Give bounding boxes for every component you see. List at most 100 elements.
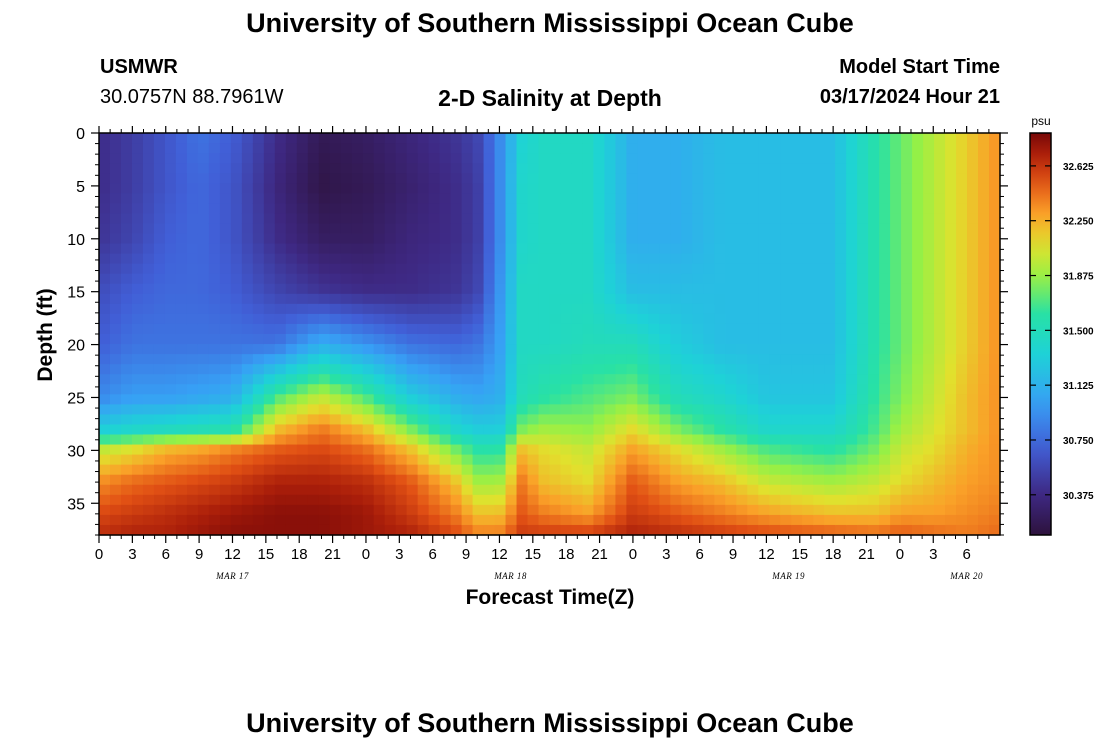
x-tick-label: 15 (258, 546, 275, 563)
heatmap-cell (109, 193, 122, 204)
heatmap-cell (593, 344, 606, 355)
heatmap-cell (516, 454, 529, 466)
heatmap-cell (648, 213, 660, 225)
heatmap-cell (318, 183, 331, 194)
heatmap-cell (153, 404, 166, 415)
heatmap-cell (692, 163, 704, 174)
heatmap-cell (329, 374, 342, 385)
heatmap-cell (252, 404, 265, 415)
heatmap-cell (890, 464, 902, 476)
heatmap-cell (791, 504, 803, 516)
heatmap-cell (538, 454, 551, 466)
heatmap-cell (813, 143, 825, 154)
heatmap-cell (923, 384, 935, 395)
heatmap-cell (582, 374, 595, 385)
heatmap-cell (582, 444, 595, 456)
heatmap-cell (219, 364, 232, 375)
heatmap-cell (659, 153, 671, 164)
heatmap-cell (505, 384, 518, 395)
heatmap-cell (802, 424, 814, 436)
heatmap-cell (241, 263, 254, 275)
heatmap-cell (395, 283, 408, 295)
heatmap-cell (802, 354, 814, 365)
heatmap-cell (99, 143, 111, 154)
x-tick-label: 6 (162, 546, 170, 563)
heatmap-cell (714, 213, 726, 225)
heatmap-cell (758, 293, 770, 305)
x-tick-label: 12 (758, 546, 775, 563)
colorbar-tick-label: 31.125 (1063, 381, 1094, 392)
heatmap-cell (109, 183, 122, 194)
heatmap-cell (945, 394, 957, 405)
heatmap-cell (131, 213, 144, 225)
heatmap-cell (318, 263, 331, 275)
heatmap-cell (186, 454, 199, 466)
heatmap-cell (417, 203, 430, 214)
x-tick-label: 15 (524, 546, 541, 563)
heatmap-cell (362, 424, 375, 436)
heatmap-cell (230, 293, 243, 305)
heatmap-cell (131, 193, 144, 204)
heatmap-cell (109, 524, 122, 536)
heatmap-cell (582, 474, 595, 486)
heatmap-cell (472, 364, 485, 375)
heatmap-cell (868, 524, 880, 536)
heatmap-cell (912, 424, 924, 436)
heatmap-cell (417, 464, 430, 476)
heatmap-cell (934, 484, 946, 496)
heatmap-cell (593, 414, 606, 426)
heatmap-cell (626, 494, 638, 506)
heatmap-cell (219, 243, 232, 255)
heatmap-cell (549, 133, 562, 144)
heatmap-cell (582, 153, 595, 164)
heatmap-cell (219, 193, 232, 204)
heatmap-cell (934, 273, 946, 285)
heatmap-cell (461, 404, 474, 415)
heatmap-cell (670, 454, 682, 466)
heatmap-cell (846, 283, 858, 295)
heatmap-cell (186, 303, 199, 315)
heatmap-cell (637, 354, 649, 365)
heatmap-cell (736, 334, 748, 345)
heatmap-cell (109, 514, 122, 526)
heatmap-cell (615, 364, 628, 375)
heatmap-cell (571, 283, 584, 295)
heatmap-cell (99, 404, 111, 415)
heatmap-cell (483, 173, 496, 184)
heatmap-cell (439, 394, 452, 405)
heatmap-cell (373, 354, 386, 365)
heatmap-cell (989, 193, 1001, 204)
heatmap-cell (703, 293, 715, 305)
heatmap-cell (428, 213, 441, 225)
heatmap-cell (692, 213, 704, 225)
heatmap-cell (241, 273, 254, 285)
heatmap-cell (296, 323, 309, 335)
heatmap-cell (714, 233, 726, 245)
heatmap-cell (538, 243, 551, 255)
heatmap-cell (99, 454, 111, 466)
heatmap-cell (263, 173, 276, 184)
heatmap-cell (329, 454, 342, 466)
heatmap-cell (307, 133, 320, 144)
heatmap-cell (956, 484, 968, 496)
heatmap-cell (516, 253, 529, 265)
heatmap-cell (505, 173, 518, 184)
heatmap-cell (890, 504, 902, 516)
heatmap-cell (637, 514, 649, 526)
heatmap-cell (659, 524, 671, 536)
heatmap-cell (241, 434, 254, 446)
heatmap-cell (802, 514, 814, 526)
heatmap-cell (340, 153, 353, 164)
heatmap-cell (659, 303, 671, 315)
heatmap-cell (868, 263, 880, 275)
heatmap-cell (208, 454, 221, 466)
heatmap-cell (197, 504, 210, 516)
heatmap-cell (472, 193, 485, 204)
heatmap-cell (516, 193, 529, 204)
heatmap-cell (318, 283, 331, 295)
heatmap-cell (252, 223, 265, 235)
heatmap-cell (527, 504, 540, 516)
heatmap-cell (945, 424, 957, 436)
heatmap-cell (384, 354, 397, 365)
heatmap-cell (99, 474, 111, 486)
